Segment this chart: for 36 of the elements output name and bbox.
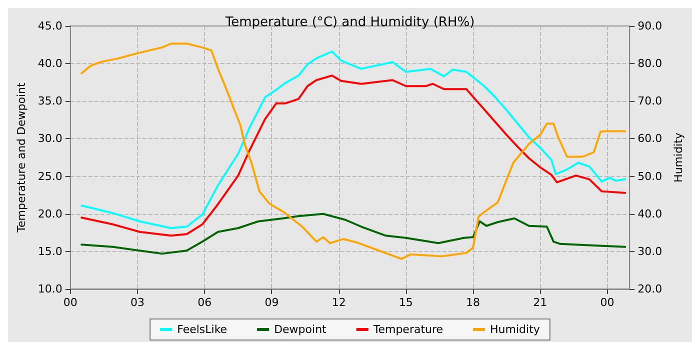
x-tick-label: 03 — [130, 296, 144, 309]
x-tick-label: 00 — [63, 296, 78, 309]
x-tick-label: 15 — [398, 296, 413, 309]
y-tick-label: 30.0 — [38, 132, 62, 146]
line-series — [80, 42, 626, 260]
y-tick-label: 40.0 — [38, 57, 62, 70]
line-series — [80, 212, 626, 255]
line-series — [80, 74, 626, 237]
y2-tick-label: 30.0 — [638, 244, 662, 258]
legend-label: FeelsLike — [177, 323, 228, 336]
x-tick-label: 12 — [332, 296, 346, 309]
y-tick-label: 15.0 — [38, 244, 62, 258]
x-tick-label: 21 — [533, 296, 548, 309]
y-tick-label: 10.0 — [38, 282, 62, 296]
line-series — [80, 50, 626, 230]
x-tick-label: 00 — [600, 296, 614, 309]
y2-tick-label: 90.0 — [638, 20, 662, 32]
x-tick-label: 06 — [198, 296, 212, 309]
legend-label: Dewpoint — [274, 323, 328, 336]
y2-axis-title: Humidity — [672, 132, 685, 182]
y2-tick-label: 80.0 — [638, 57, 662, 70]
x-tick-label: 09 — [264, 296, 279, 309]
y2-tick-label: 70.0 — [638, 94, 662, 108]
y-tick-label: 45.0 — [38, 20, 62, 32]
y2-tick-label: 50.0 — [638, 170, 662, 183]
y-tick-label: 25.0 — [38, 170, 62, 183]
y2-tick-label: 20.0 — [638, 282, 662, 296]
y2-tick-label: 40.0 — [638, 207, 662, 220]
x-tick-label: 18 — [466, 296, 480, 309]
legend-label: Temperature — [372, 323, 444, 336]
y-tick-label: 20.0 — [38, 207, 62, 220]
legend-label: Humidity — [490, 323, 540, 336]
y2-tick-label: 60.0 — [638, 132, 662, 146]
y-axis-title: Temperature and Dewpoint — [15, 82, 28, 234]
y-tick-label: 35.0 — [38, 94, 62, 108]
chart-title: Temperature (°C) and Humidity (RH%) — [224, 15, 475, 30]
